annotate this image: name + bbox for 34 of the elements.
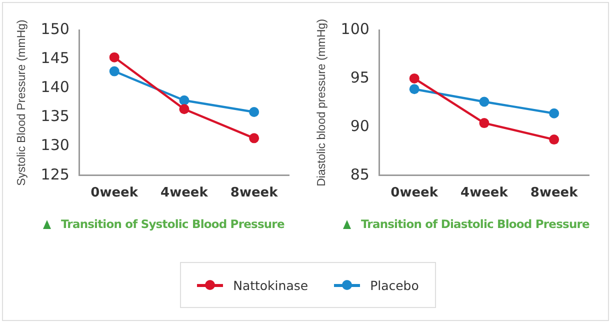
- y-tick-label: 125: [40, 165, 70, 184]
- x-tick-label: 8week: [530, 186, 578, 201]
- x-tick-label: 0week: [390, 186, 438, 201]
- point: [549, 108, 560, 118]
- x-tick-label: 4week: [160, 186, 208, 201]
- point: [109, 66, 120, 76]
- legend-label: Placebo: [370, 278, 419, 292]
- point: [179, 95, 190, 106]
- point: [479, 118, 490, 128]
- x-tick-label: 8week: [230, 186, 278, 201]
- y-axis-title: Diastolic blood pressure (mmHg): [316, 18, 328, 186]
- text: Transition of Diastolic Blood Pressure: [361, 217, 590, 231]
- y-tick-label: 90: [350, 116, 370, 135]
- x-tick-label: 4week: [460, 186, 508, 201]
- y-tick-label: 100: [340, 20, 370, 38]
- point: [249, 107, 260, 118]
- point: [409, 73, 420, 84]
- y-tick-label: 95: [350, 68, 370, 86]
- point: [479, 96, 490, 107]
- point: [249, 133, 260, 144]
- point: [109, 52, 120, 62]
- y-tick-label: 135: [40, 107, 70, 126]
- y-tick-label: 150: [40, 20, 70, 38]
- y-tick-label: 85: [350, 165, 370, 184]
- text: Transition of Systolic Blood Pressure: [61, 217, 284, 231]
- y-tick-label: 130: [40, 136, 70, 154]
- point: [549, 134, 560, 145]
- x-tick-label: 0week: [90, 186, 138, 201]
- y-tick-label: 145: [40, 48, 70, 67]
- point: [179, 104, 190, 114]
- point: [409, 84, 420, 94]
- y-axis-title: Systolic Blood Pressure (mmHg): [16, 19, 28, 186]
- y-tick-label: 140: [40, 78, 70, 96]
- legend-label: Nattokinase: [233, 278, 308, 292]
